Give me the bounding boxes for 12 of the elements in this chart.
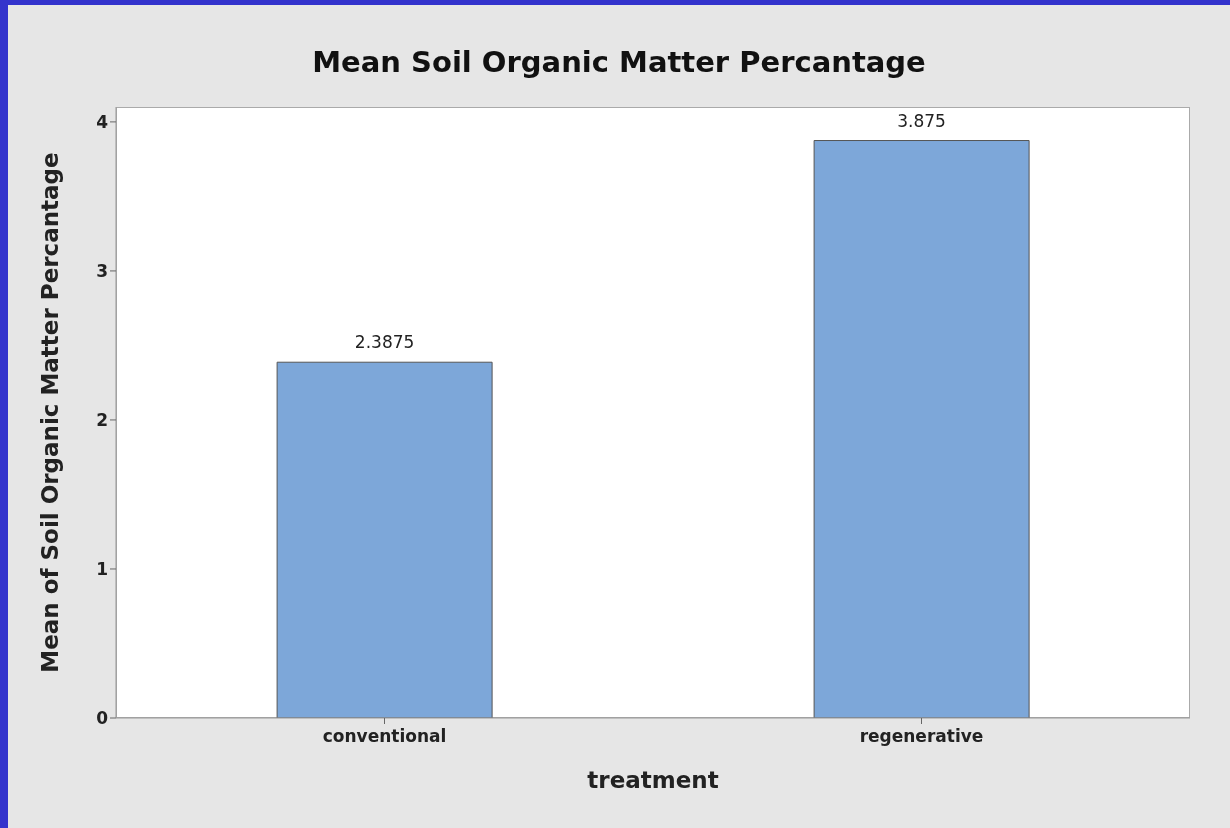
data-label: 3.875 [897,110,946,131]
y-tick-label: 2 [96,409,108,430]
data-label: 2.3875 [354,332,415,353]
x-tick-label: regenerative [859,726,984,747]
y-tick-label: 3 [96,260,108,281]
y-axis-title: Mean of Soil Organic Matter Percantage [37,152,63,673]
x-tick-label: conventional [322,726,447,747]
y-tick-label: 0 [96,708,109,729]
y-tick-label: 1 [96,559,108,580]
y-tick-label: 4 [96,111,109,132]
x-axis-title: treatment [587,767,719,793]
chart-title: Mean Soil Organic Matter Percantage [311,45,927,79]
